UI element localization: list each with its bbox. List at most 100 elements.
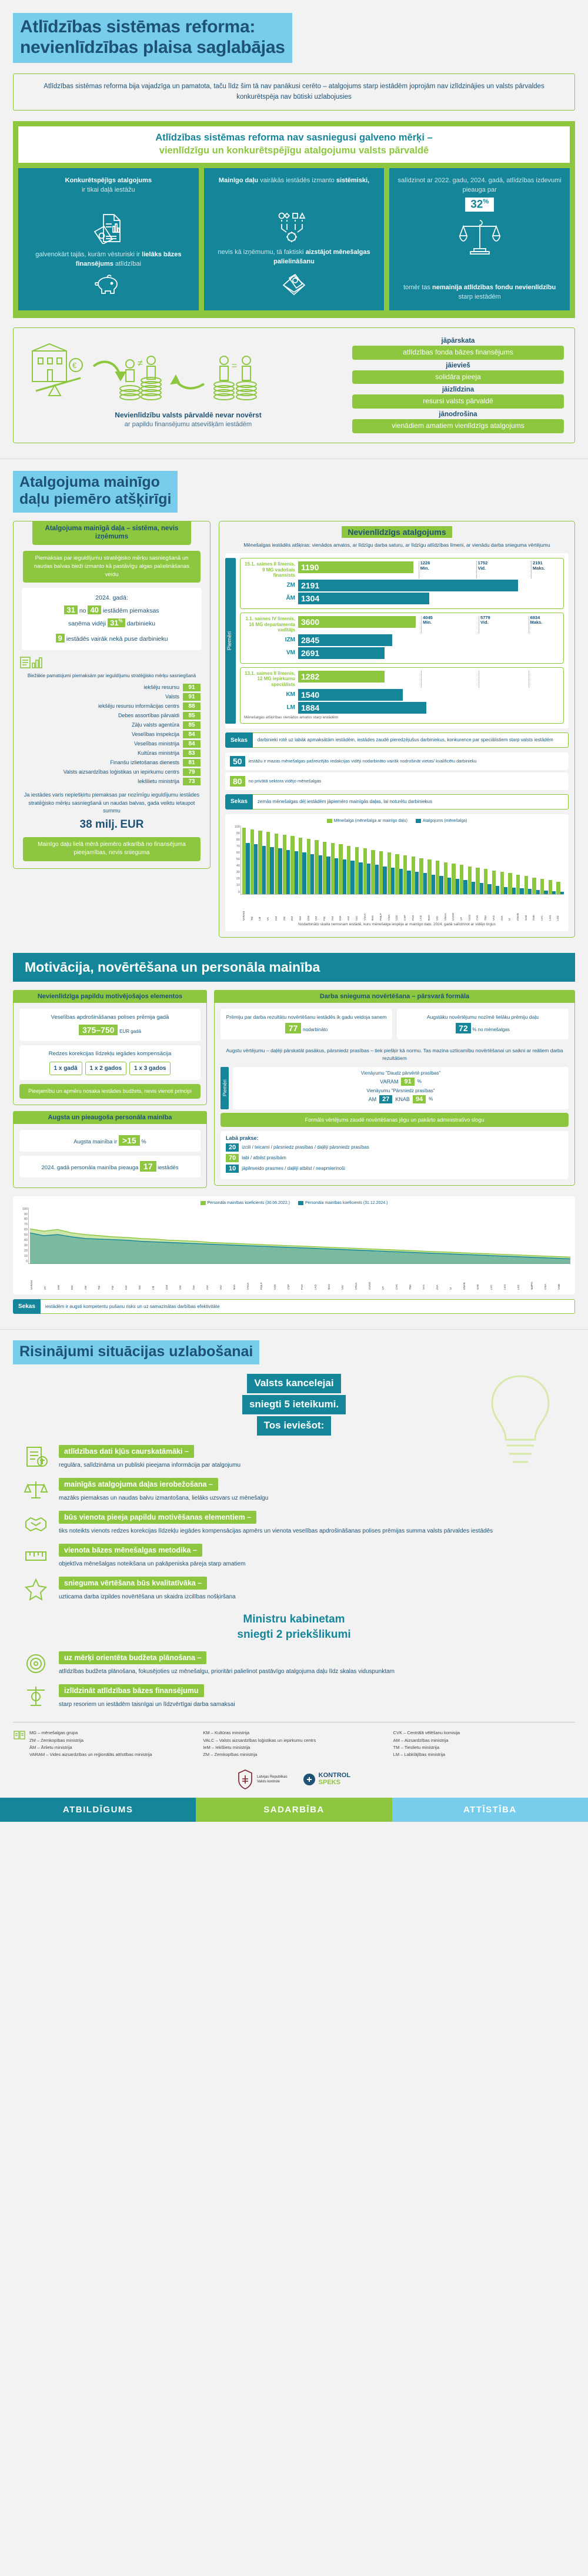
turnover-threshold-card: Augsta mainība ir >15 % bbox=[19, 1129, 201, 1152]
svg-text:≠: ≠ bbox=[138, 359, 143, 369]
x-tick: FM bbox=[323, 916, 326, 921]
stat-80-text: no privātā sektora vidējo mēnešalgas bbox=[248, 778, 322, 784]
bar-group bbox=[476, 825, 484, 894]
recommendation-body: būs vienota pieeja papildu motivēšanas e… bbox=[59, 1511, 564, 1535]
percent-row: Valsts aizsardzības loģistikas un iepirk… bbox=[23, 768, 201, 777]
bar bbox=[527, 889, 532, 894]
bar bbox=[476, 868, 480, 894]
example-row-2-org-a: AM bbox=[368, 1096, 377, 1102]
variable-pay-closing: Mainīgo daļu lielā mērā piemēro atkarībā… bbox=[23, 837, 201, 861]
x-tick: AM bbox=[347, 916, 350, 921]
abbrev-text-2: CVK – Centrālā vēlēšanu komisija AM – Ai… bbox=[393, 1730, 460, 1758]
vk-header-line1: Valsts kancelejai bbox=[247, 1374, 341, 1394]
bar bbox=[556, 881, 560, 894]
x-tick: TNA bbox=[484, 915, 487, 921]
bar bbox=[302, 852, 306, 894]
rating-bonus-value: 72 bbox=[456, 1023, 471, 1034]
percent-row: Zāļu valsts agentūra 85 bbox=[23, 721, 201, 730]
bar bbox=[318, 855, 323, 894]
bar-group bbox=[459, 825, 467, 894]
y-tick: 30 bbox=[24, 1243, 28, 1247]
x-tick: NMPD bbox=[530, 1282, 533, 1290]
x-tick: VZD bbox=[273, 1284, 276, 1290]
consequence-text: darbinieki rotē uz labāk apmaksātām iest… bbox=[252, 732, 569, 748]
x-tick: VZD bbox=[395, 915, 399, 921]
percent-row: Debes assortības pārvaldi 85 bbox=[23, 712, 201, 720]
finding-cards: Konkurētspējīgs atalgojums ir tikai daļā… bbox=[18, 168, 570, 311]
x-tick: VID bbox=[219, 1285, 222, 1290]
bar bbox=[298, 837, 303, 894]
proposal-heading: uz mērķi orientēta budžeta plānošana – bbox=[59, 1651, 207, 1665]
bar bbox=[262, 845, 266, 894]
bar bbox=[379, 851, 383, 894]
recommendations-list: atlīdzības dati kļūs caurskatāmāki – reg… bbox=[24, 1445, 564, 1601]
motivation-box: Veselības apdrošināšanas polises prēmija… bbox=[13, 1002, 207, 1105]
card-2-bot-bold: aizstājot mēnešalgas palielināšanu bbox=[273, 249, 370, 266]
bonus-share-value: 77 bbox=[285, 1023, 302, 1034]
card-3-bottom: tomēr tas nemainīja atlīdzības fondu nev… bbox=[396, 283, 563, 302]
x-tick: KNAB bbox=[516, 913, 519, 921]
bar-group bbox=[484, 825, 492, 894]
mk-header-line1: Ministru kabinetam bbox=[243, 1613, 345, 1626]
savings-value: 38 milj. bbox=[79, 818, 118, 831]
variable-pay-stats: 2024. gadā: 31 no 40 iestādēm piemaksas … bbox=[22, 587, 202, 650]
bar-value: 1282 bbox=[298, 670, 385, 683]
x-tick: ZVA bbox=[500, 915, 503, 921]
x-tick: VP bbox=[459, 916, 463, 921]
logo-org2-b: SPEKS bbox=[318, 1778, 340, 1786]
bar bbox=[532, 877, 536, 894]
turnover-growth-label: 2024. gadā personāla mainība pieauga bbox=[41, 1164, 139, 1171]
bar-value: 1884 bbox=[298, 701, 427, 714]
consequence-text-3: iestādēm ir augsti kompetentu pušanu ris… bbox=[40, 1299, 575, 1314]
tick-label: 1752 Vid. bbox=[477, 560, 488, 571]
vision-label: Redzes korekcijas līdzekļu iegādes kompe… bbox=[48, 1050, 172, 1057]
x-tick: IZM bbox=[306, 915, 310, 921]
stat-9: 9 bbox=[55, 633, 65, 643]
employee-share-chart: Mēnešalga (mēnešalga ar mainīgo daļu) At… bbox=[225, 814, 569, 931]
bar bbox=[310, 854, 315, 894]
legend-item-1: Atalgojums (mēnešalga) bbox=[415, 818, 467, 823]
bar bbox=[411, 857, 416, 894]
bar-group bbox=[540, 825, 548, 894]
page-title: Atlīdzības sistēmas reforma: nevienlīdzī… bbox=[13, 13, 292, 63]
stat-80-value: 80 bbox=[230, 775, 245, 787]
x-tick: ĀM bbox=[192, 1285, 195, 1290]
rating-bonus-label: Augstāku novērtējumu nozīmē lielāku prēm… bbox=[427, 1013, 539, 1020]
bar bbox=[246, 843, 250, 894]
bar bbox=[383, 866, 387, 894]
stat-line2-post: darbinieku bbox=[126, 620, 156, 627]
bar bbox=[427, 859, 432, 894]
stat-50-text: iestāžu ir mazas mēnešalgas pašreizējās … bbox=[248, 758, 477, 764]
y-tick: 20 bbox=[236, 877, 240, 881]
bar-value: 2191 bbox=[298, 580, 518, 592]
variable-pay-box: Atalgojuma mainīgā daļa – sistēma, nevis… bbox=[13, 520, 211, 869]
x-tick: ĀMA bbox=[532, 914, 536, 921]
variable-pay-note: Piemaksas par ieguldījumu stratēģisko mē… bbox=[23, 551, 201, 583]
bar-value: 1190 bbox=[298, 561, 413, 574]
footer-value-1: ATBILDĪGUMS bbox=[0, 1797, 196, 1822]
footer-value-3: ATTĪSTĪBA bbox=[392, 1797, 588, 1822]
bar bbox=[315, 840, 319, 894]
y-tick: 60 bbox=[24, 1228, 28, 1232]
bar bbox=[350, 861, 355, 894]
band-title-line-2: vienlīdzīgu un konkurētspējīgu atalgojum… bbox=[159, 145, 429, 156]
must-value-0: atlīdzības fonda bāzes finansējums bbox=[352, 346, 564, 360]
x-tick: PVD bbox=[300, 1284, 303, 1290]
x-tick: LVC bbox=[540, 915, 544, 921]
bar bbox=[403, 855, 407, 894]
y-tick: 0 bbox=[238, 890, 240, 894]
must-key-0: jāpārskata bbox=[441, 337, 475, 345]
examples-chart: Piemēri 15.1. saimes II līmenis, 9 MG va… bbox=[225, 553, 569, 729]
example-bar-row: IZM 2845 bbox=[244, 634, 560, 646]
x-tick: KNAB bbox=[463, 1282, 466, 1290]
chart-footnote: Nodarbināto skaita ņemsnam iestādē, kuru… bbox=[298, 922, 496, 926]
line-y-axis-labels: 100 90 80 70 60 50 40 30 20 10 0 bbox=[19, 1207, 28, 1263]
section-2-title-line-1: Atalgojuma mainīgo bbox=[19, 473, 160, 490]
best-practice-row: 70 labi / atbilst prasībām bbox=[226, 1154, 563, 1163]
y-tick: 10 bbox=[24, 1254, 28, 1258]
bar bbox=[330, 843, 335, 894]
bar-group bbox=[274, 825, 282, 894]
recommendation-body: atlīdzības dati kļūs caurskatāmāki – reg… bbox=[59, 1445, 564, 1470]
bar bbox=[258, 830, 262, 894]
bar bbox=[472, 881, 476, 894]
